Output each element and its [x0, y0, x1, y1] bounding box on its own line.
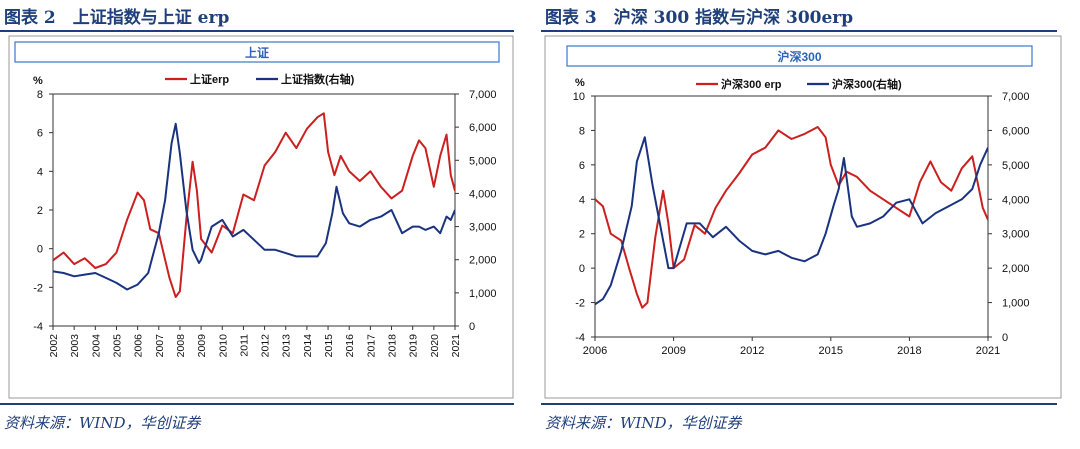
hs-left-tick-label: -2	[575, 298, 585, 310]
figure-1-source: 资料来源：WIND，华创证券	[4, 414, 201, 432]
hs-right-tick-label: 0	[1002, 332, 1008, 344]
sh-x-tick-label: 2021	[450, 334, 462, 358]
sh-title-box	[14, 41, 500, 63]
sh-legend-label: 上证erp	[190, 72, 229, 86]
hs-y-unit-label: %	[575, 77, 585, 89]
figure-2-top-rule	[541, 30, 1057, 32]
sh-erp-series-line	[53, 112, 455, 298]
hs-right-tick-label: 4,000	[1002, 194, 1030, 206]
sh-x-tick-label: 2006	[133, 334, 145, 358]
sh-right-tick-label: 7,000	[469, 89, 497, 101]
hs-x-tick-label: 2015	[819, 345, 843, 357]
sh-x-tick-label: 2011	[238, 334, 250, 357]
figure-2-caption: 图表 3 沪深 300 指数与沪深 300erp	[545, 8, 854, 28]
sh-right-tick-label: 5,000	[469, 155, 497, 167]
figure-1-caption: 图表 2 上证指数与上证 erp	[4, 8, 230, 28]
hs-x-tick-label: 2012	[740, 345, 764, 357]
sh-right-tick-label: 6,000	[469, 122, 497, 134]
sh-left-tick-label: -4	[33, 321, 43, 333]
hs-plot-area	[594, 95, 989, 338]
hs-left-tick-label: -4	[575, 332, 585, 344]
sh-x-tick-label: 2016	[344, 334, 356, 358]
hs-x-tick-label: 2021	[976, 345, 1000, 357]
sh-x-tick-label: 2014	[302, 334, 314, 358]
sh-x-tick-label: 2020	[429, 334, 441, 358]
sh-y-unit-label: %	[33, 75, 43, 87]
sh-x-tick-label: 2012	[260, 334, 272, 358]
hs-title-box	[566, 45, 1033, 67]
sh-chart-title: 上证	[245, 45, 269, 60]
sh-index-series-line	[53, 122, 455, 291]
sh-legend-label: 上证指数(右轴)	[281, 72, 355, 86]
sh-x-tick-label: 2002	[48, 334, 60, 358]
hs-left-tick-label: 10	[573, 91, 585, 103]
sh-left-tick-label: 4	[37, 166, 43, 178]
figure-2-bottom-rule	[541, 403, 1057, 405]
hs-chart-frame	[544, 35, 1062, 399]
sh-left-tick-label: 6	[37, 128, 43, 140]
hs-right-tick-label: 7,000	[1002, 91, 1030, 103]
hs-index-series-line	[595, 136, 988, 306]
sh-x-tick-label: 2015	[323, 334, 335, 358]
figure-shanghai: 图表 2 上证指数与上证 erp 上证 -4 -2 0 2 4 6 8% 0 1,000 2,000…	[0, 0, 516, 449]
sh-x-tick-label: 2004	[90, 334, 102, 358]
hs-right-tick-label: 5,000	[1002, 160, 1030, 172]
hs-left-tick-label: 8	[579, 125, 585, 137]
figure-1-top-rule	[0, 30, 514, 32]
sh-x-tick-label: 2018	[387, 334, 399, 358]
sh-x-tick-label: 2007	[154, 334, 166, 358]
figure-1-bottom-rule	[0, 403, 514, 405]
chart-shanghai: 上证 -4 -2 0 2 4 6 8% 0 1,000 2,000 3,000 4,000 5,000 6,…	[8, 35, 514, 399]
hs-x-tick-label: 2018	[897, 345, 921, 357]
hs-erp-series-line	[595, 126, 988, 309]
sh-x-tick-label: 2003	[69, 334, 81, 358]
sh-left-tick-label: 8	[37, 89, 43, 101]
sh-x-tick-label: 2008	[175, 334, 187, 358]
sh-left-tick-label: 2	[37, 205, 43, 217]
hs-right-tick-label: 3,000	[1002, 229, 1030, 241]
sh-x-tick-label: 2009	[196, 334, 208, 358]
hs-x-tick-label: 2006	[583, 345, 607, 357]
sh-x-tick-label: 2013	[281, 334, 293, 358]
sh-x-tick-label: 2017	[365, 334, 377, 358]
chart-csi300: 沪深300 -4 -2 0 2 4 6 8 10% 0 1,000 2,000 3,000 4,000 5,…	[544, 35, 1062, 399]
figure-2-source: 资料来源：WIND，华创证券	[545, 414, 742, 432]
hs-chart-title: 沪深300	[777, 49, 821, 64]
hs-right-tick-label: 1,000	[1002, 298, 1030, 310]
hs-right-tick-label: 2,000	[1002, 263, 1030, 275]
sh-plot-area	[52, 93, 456, 327]
sh-right-tick-label: 3,000	[469, 222, 497, 234]
sh-right-tick-label: 4,000	[469, 188, 497, 200]
sh-right-tick-label: 2,000	[469, 255, 497, 267]
sh-left-tick-label: -2	[33, 282, 43, 294]
hs-legend-label: 沪深300 erp	[721, 77, 782, 91]
sh-x-tick-label: 2019	[408, 334, 420, 358]
hs-left-tick-label: 4	[579, 194, 585, 206]
figure-csi300: 图表 3 沪深 300 指数与沪深 300erp 沪深300 -4 -2 0 2 4 6 8 1…	[541, 0, 1080, 449]
hs-x-tick-label: 2009	[661, 345, 685, 357]
sh-x-tick-label: 2010	[217, 334, 229, 358]
sh-left-tick-label: 0	[37, 244, 43, 256]
hs-left-tick-label: 0	[579, 263, 585, 275]
sh-x-tick-label: 2005	[111, 334, 123, 358]
hs-right-tick-label: 6,000	[1002, 125, 1030, 137]
hs-left-tick-label: 6	[579, 160, 585, 172]
sh-right-tick-label: 1,000	[469, 288, 497, 300]
sh-right-tick-label: 0	[469, 321, 475, 333]
hs-legend-label: 沪深300(右轴)	[832, 77, 902, 91]
hs-left-tick-label: 2	[579, 229, 585, 241]
sh-chart-frame	[8, 35, 514, 399]
